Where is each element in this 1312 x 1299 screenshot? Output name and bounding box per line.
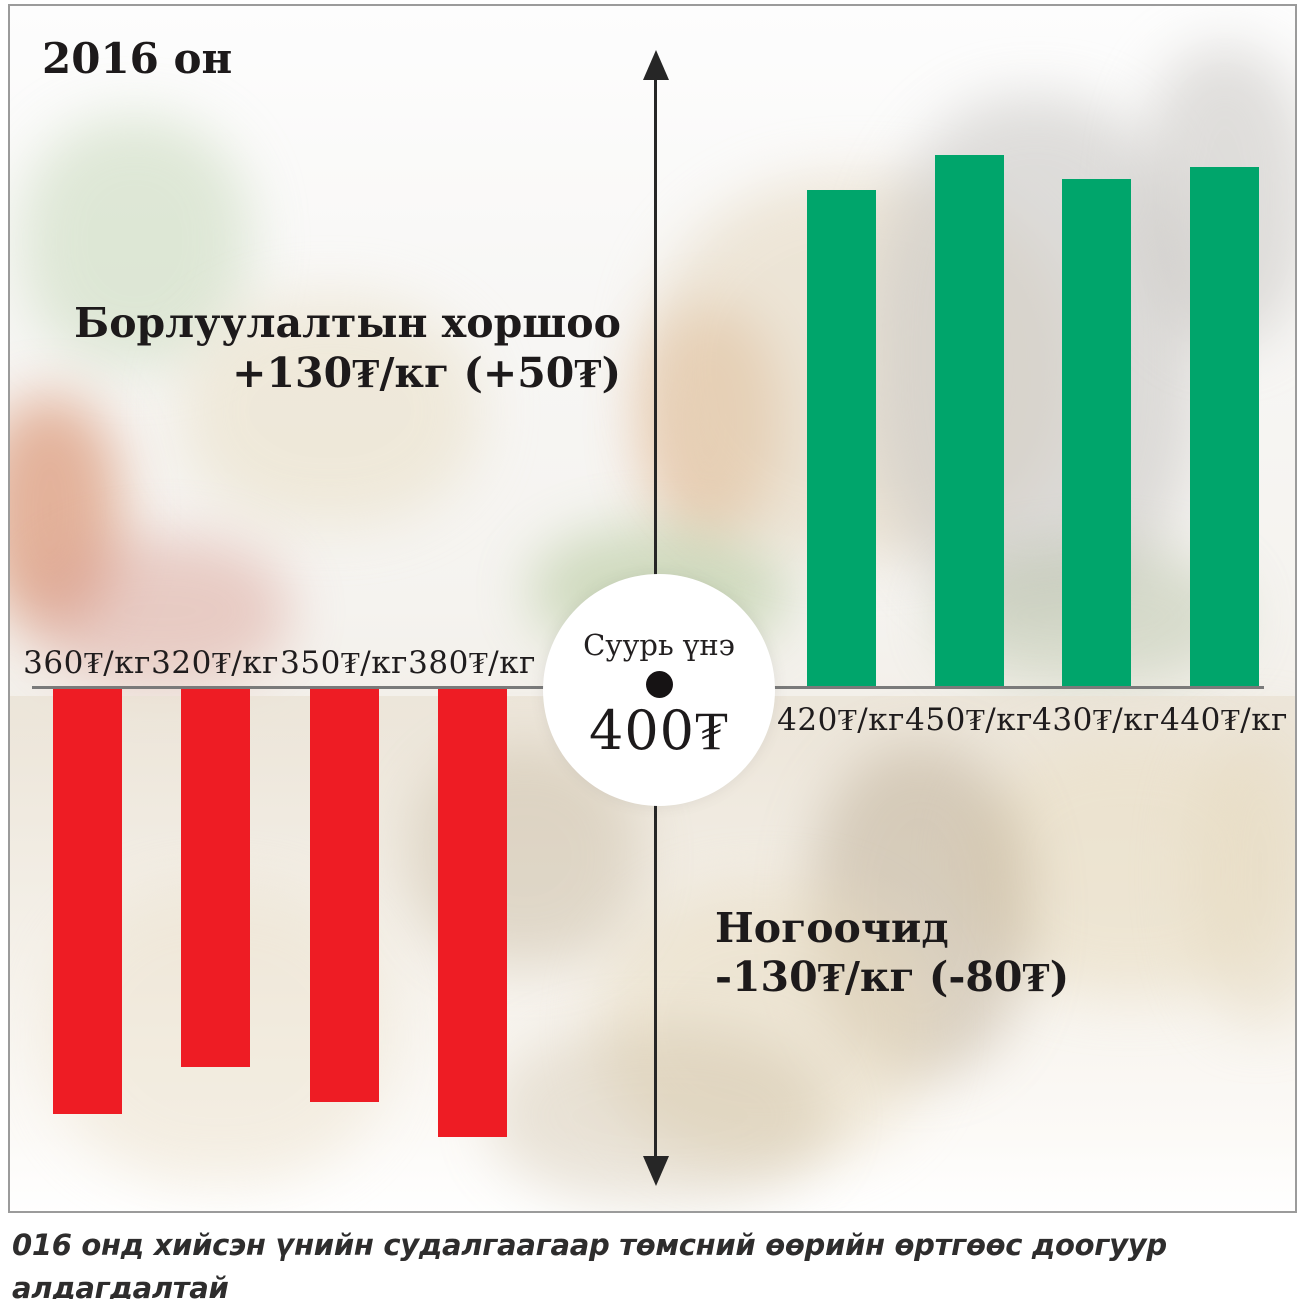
- axis-arrow-up-icon: [643, 50, 669, 80]
- chart-title: 2016 он: [42, 34, 233, 83]
- bar-up-450: [934, 155, 1004, 686]
- bar-value-label: 380₮/кг: [408, 645, 536, 681]
- bar-up-430: [1061, 179, 1131, 686]
- farmers-group-label: Ногоочид -130₮/кг (-80₮): [715, 904, 1069, 1002]
- potato-photo-blob-5: [1190, 726, 1295, 1026]
- bar-down-380: [437, 689, 507, 1137]
- caption-line-1: 016 онд хийсэн үнийн судалгаагаар төмсни…: [12, 1228, 1167, 1299]
- base-price-value: 400₮: [588, 699, 730, 762]
- bar-value-label: 320₮/кг: [151, 645, 279, 681]
- caption: 016 онд хийсэн үнийн судалгаагаар төмсни…: [12, 1224, 1302, 1299]
- bar-down-320: [180, 689, 250, 1067]
- bar-value-label: 350₮/кг: [280, 645, 408, 681]
- base-price-caption: Суурь үнэ: [583, 628, 735, 662]
- gray-fabric-photo-blob: [870, 96, 1200, 616]
- bar-up-420: [806, 190, 876, 686]
- bar-value-label: 440₮/кг: [1160, 702, 1288, 738]
- farmers-group-name: Ногоочид: [715, 904, 949, 952]
- chart-frame: 420₮/кг 450₮/кг 430₮/кг 440₮/кг 360₮/кг 320₮/…: [8, 4, 1297, 1213]
- base-price-circle: Суурь үнэ 400₮: [543, 574, 775, 806]
- bar-value-label: 360₮/кг: [23, 645, 151, 681]
- bar-down-350: [309, 689, 379, 1102]
- base-price-dot-icon: [645, 671, 673, 698]
- coop-group-label: Борлуулалтын хоршоо +130₮/кг (+50₮): [74, 298, 621, 398]
- bar-down-360: [52, 689, 122, 1114]
- farmers-group-note: -130₮/кг (-80₮): [715, 953, 1070, 1001]
- squash-photo-blob: [10, 396, 120, 626]
- coop-group-note: +130₮/кг (+50₮): [232, 349, 621, 397]
- axis-arrow-down-icon: [643, 1156, 669, 1186]
- bar-up-440: [1189, 167, 1259, 686]
- carrots-photo-blob: [640, 306, 780, 536]
- coop-group-name: Борлуулалтын хоршоо: [74, 299, 621, 347]
